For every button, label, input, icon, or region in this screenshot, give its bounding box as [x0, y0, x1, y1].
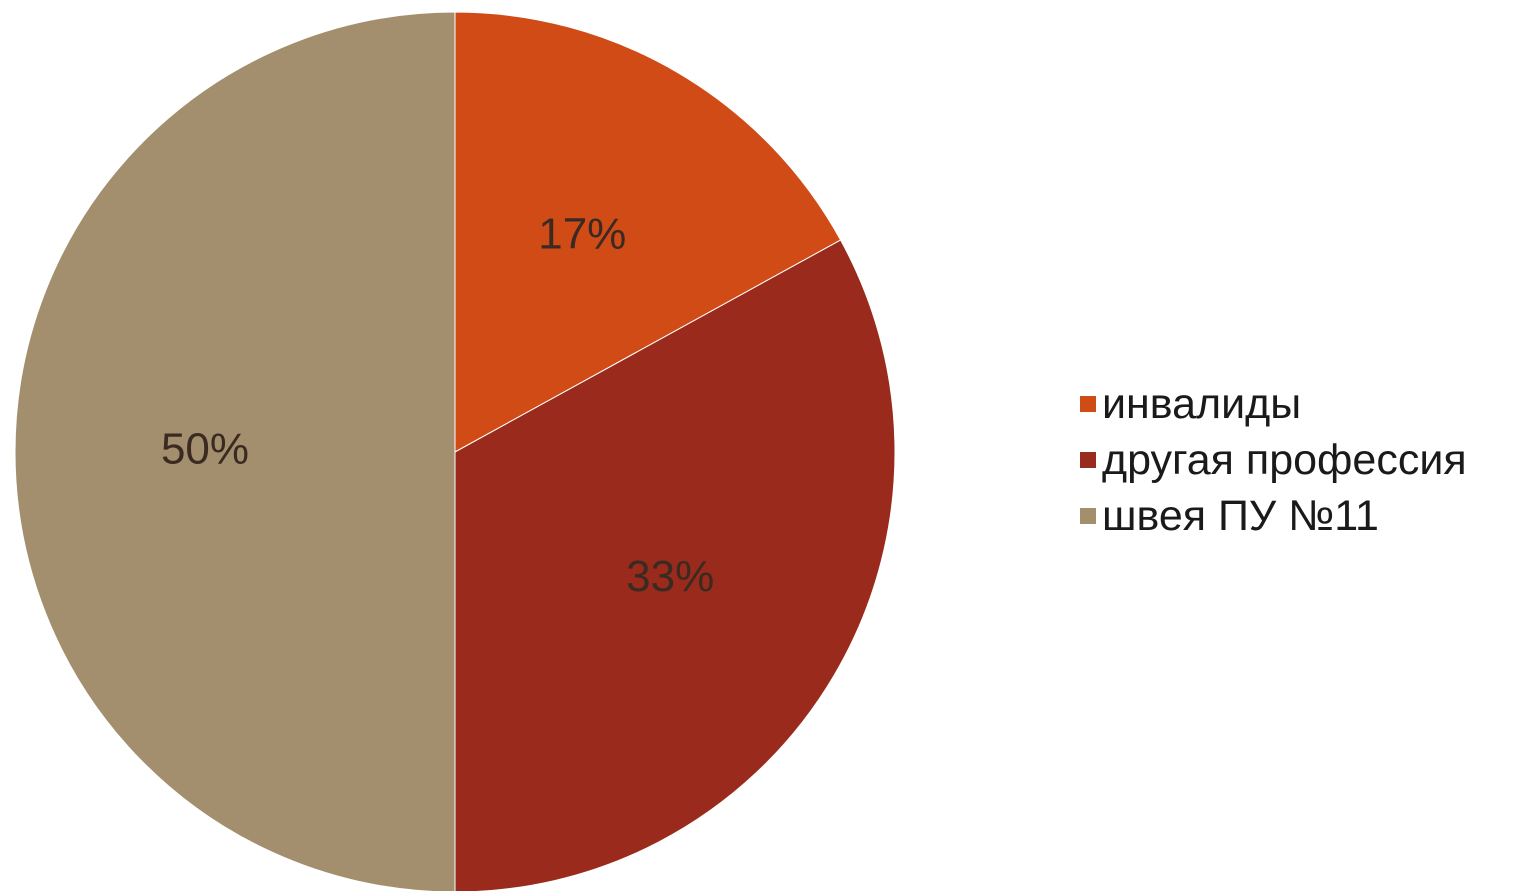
chart-legend: инвалиды другая профессия швея ПУ №11 [1080, 376, 1467, 544]
legend-swatch [1080, 396, 1096, 412]
pie-slice-0 [454, 11, 842, 453]
data-label-0: 17% [538, 209, 626, 258]
legend-label: инвалиды [1102, 379, 1302, 428]
data-label-2: 50% [161, 425, 249, 474]
legend-item-other-profession: другая профессия [1080, 432, 1467, 488]
legend-label: швея ПУ №11 [1102, 491, 1379, 540]
legend-label: другая профессия [1102, 435, 1467, 484]
pie-slices [14, 11, 896, 891]
legend-swatch [1080, 508, 1096, 524]
legend-item-seamstress: швея ПУ №11 [1080, 488, 1467, 544]
legend-item-invalids: инвалиды [1080, 376, 1467, 432]
pie-slice-1 [454, 239, 896, 891]
data-label-1: 33% [626, 552, 714, 601]
pie-data-labels: 17% 33% 50% [161, 209, 714, 600]
legend-swatch [1080, 452, 1096, 468]
pie-slice-2 [14, 11, 456, 891]
